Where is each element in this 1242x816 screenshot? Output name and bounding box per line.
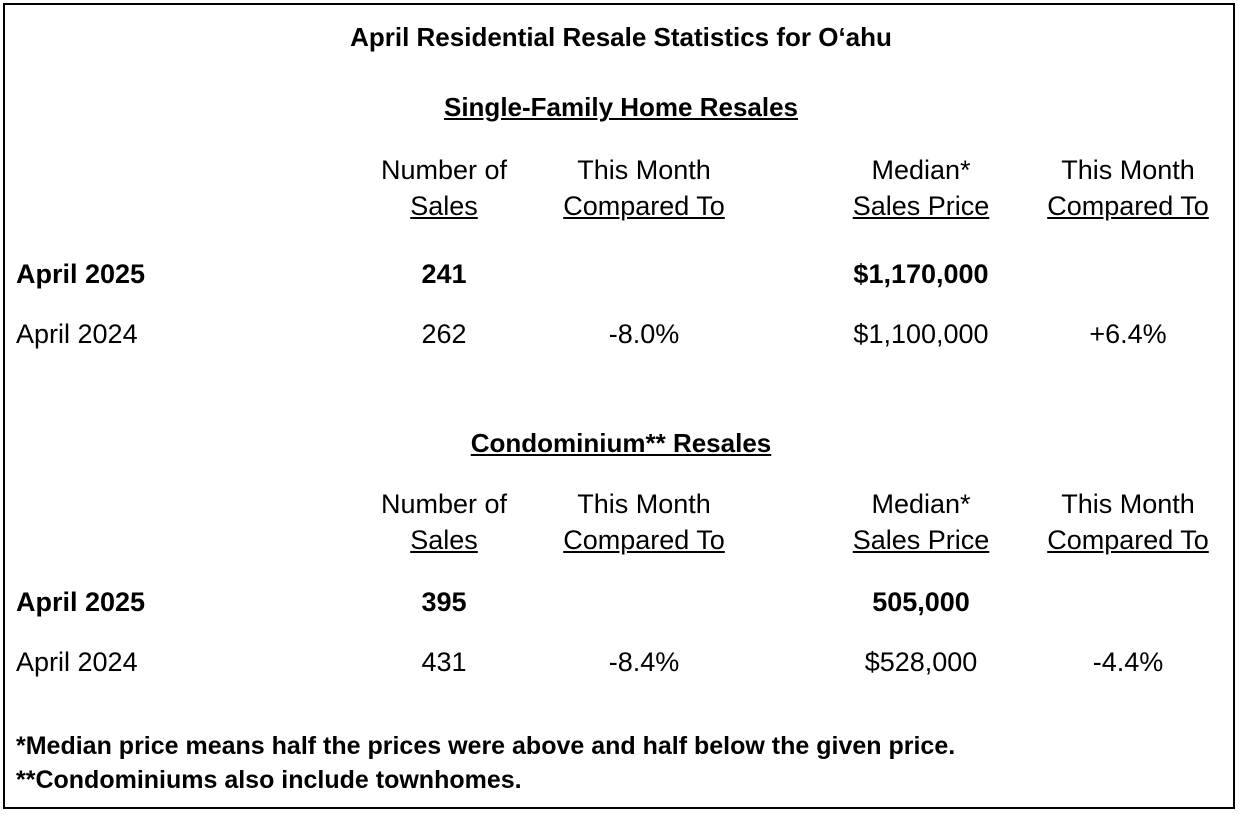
sf-row-median-change-prior: +6.4% xyxy=(1089,319,1167,349)
sf-row-sales-current: 241 xyxy=(421,259,467,289)
sf-row-sales-change-prior: -8.0% xyxy=(608,319,680,349)
footnote-median: *Median price means half the prices were… xyxy=(16,732,956,760)
document-frame xyxy=(3,3,1235,809)
condo-row-sales-prior: 431 xyxy=(421,647,467,677)
condo-row-median-prior: $528,000 xyxy=(864,647,978,677)
sf-row-median-current: $1,170,000 xyxy=(853,259,989,289)
condo-row-label-prior: April 2024 xyxy=(16,647,138,677)
footnote-condominiums: **Condominiums also include townhomes. xyxy=(16,766,522,794)
condo-row-median-current: 505,000 xyxy=(872,587,970,617)
condo-header-price-compared: This Month Compared To xyxy=(1047,489,1209,555)
sf-row-median-prior: $1,100,000 xyxy=(853,319,989,349)
condo-header-number-of-sales: Number of Sales xyxy=(380,489,508,555)
single-family-section-title: Single-Family Home Resales xyxy=(443,92,799,122)
document-title: April Residential Resale Statistics for … xyxy=(350,22,892,52)
condo-row-median-change-prior: -4.4% xyxy=(1092,647,1164,677)
sf-header-median-price: Median* Sales Price xyxy=(852,155,990,221)
sf-row-label-current: April 2025 xyxy=(16,259,146,289)
condo-header-sales-compared: This Month Compared To xyxy=(563,489,725,555)
condo-row-label-current: April 2025 xyxy=(16,587,146,617)
condo-section-title: Condominium** Resales xyxy=(470,428,772,458)
sf-row-sales-prior: 262 xyxy=(421,319,467,349)
sf-row-label-prior: April 2024 xyxy=(16,319,138,349)
condo-header-median-price: Median* Sales Price xyxy=(852,489,990,555)
condo-row-sales-current: 395 xyxy=(421,587,467,617)
sf-header-sales-compared: This Month Compared To xyxy=(563,155,725,221)
condo-row-sales-change-prior: -8.4% xyxy=(608,647,680,677)
sf-header-price-compared: This Month Compared To xyxy=(1047,155,1209,221)
sf-header-number-of-sales: Number of Sales xyxy=(380,155,508,221)
